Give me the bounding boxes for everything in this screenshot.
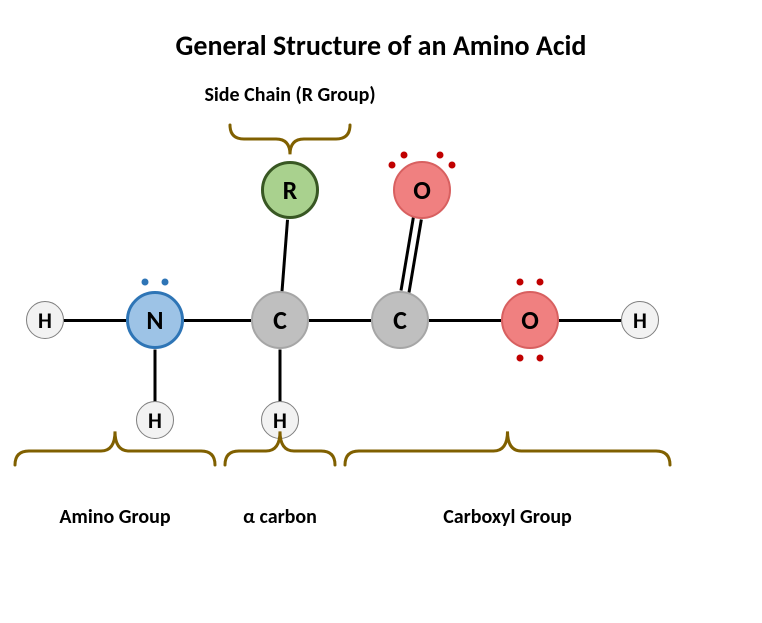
carboxyl_brace: [0, 0, 762, 623]
carboxyl_brace-label: Carboxyl Group: [443, 505, 572, 529]
